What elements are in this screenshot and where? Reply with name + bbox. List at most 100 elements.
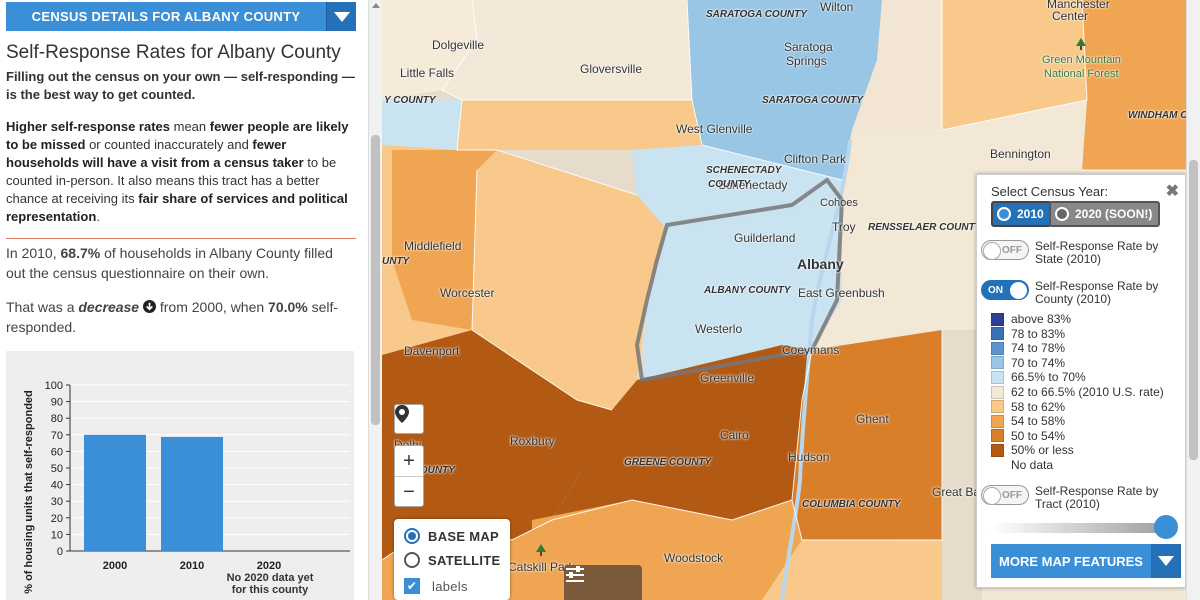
county-selector-button[interactable]: CENSUS DETAILS FOR ALBANY COUNTY [6,2,356,31]
labels-option[interactable]: ✔ labels [404,578,468,594]
county-selector-label: CENSUS DETAILS FOR ALBANY COUNTY [31,9,301,24]
x-tick-label: 2000 [103,560,127,572]
legend-bin: 66.5% to 70% [991,370,1086,384]
y-tick-label: 70 [51,430,63,442]
body-text-4: . [96,209,100,224]
place-label: Green Mountain [1042,54,1121,66]
place-label: Ghent [856,412,889,426]
place-label: Cohoes [820,197,858,209]
map-scrollbar[interactable] [1186,0,1200,600]
y-tick-label: 10 [51,529,63,541]
arrow-circle-down-icon [142,300,156,313]
filter-toggle-button[interactable] [564,565,642,600]
panel-scrollbar[interactable] [368,0,382,600]
stat2-value: 70.0% [268,299,308,315]
place-label: Davenport [404,344,460,358]
radio-unselected[interactable] [404,552,420,568]
y-tick-label: 40 [51,480,63,492]
more-map-features-button[interactable]: MORE MAP FEATURES [991,544,1181,578]
legend-swatch [991,429,1004,443]
county-label: COUNTY [708,179,751,190]
year-2010-label: 2010 [1017,207,1044,221]
place-label: East Greenbush [798,286,885,300]
state-layer-toggle[interactable]: OFF [981,240,1029,260]
basemap-option[interactable]: BASE MAP [404,528,499,544]
county-label: UNTY [382,256,410,267]
y-tick-label: 90 [51,397,63,409]
legend-swatch [991,356,1004,370]
sliders-icon [566,566,584,582]
panel-scroll-thumb[interactable] [371,135,380,425]
county-region [632,145,842,240]
legend-swatch [991,312,1004,326]
zoom-control: + − [394,445,424,507]
place-label: Cairo [720,428,749,442]
stat1-b: of households in Albany County filled ou… [6,245,333,281]
legend-swatch [991,327,1004,341]
legend-swatch [991,385,1004,399]
close-icon[interactable]: ✖ [1165,183,1179,200]
stat2-c: self-responded. [6,299,339,335]
county-region [642,180,842,380]
albany-county-outline [634,177,845,383]
zoom-in-button[interactable]: + [395,446,423,477]
chevron-down-icon[interactable] [326,2,356,31]
zoom-out-button[interactable]: − [403,480,415,503]
legend-swatch [991,400,1004,414]
locate-button[interactable] [394,404,424,434]
place-label: Middlefield [404,239,462,253]
county-region [457,100,702,150]
body-text-2: or counted inaccurately and [85,137,253,152]
county-layer-toggle[interactable]: ON [981,280,1029,300]
county-label: Y COUNTY [384,95,436,106]
place-label: Gloversville [580,62,643,76]
map-scroll-thumb[interactable] [1189,160,1198,460]
county-label: SARATOGA COUNTY [762,95,863,106]
stat1-value: 68.7% [60,245,101,261]
radio-unselected [1055,207,1069,221]
satellite-label: SATELLITE [428,552,501,568]
county-region [762,540,942,600]
place-label: Roxbury [510,434,555,448]
county-label: SARATOGA COUNTY [706,9,807,20]
bar-2010 [161,436,223,551]
tract-layer-label: Self-Response Rate by Tract (2010) [1035,484,1159,511]
opacity-slider[interactable] [991,523,1177,533]
stat1-a: In 2010, [6,245,61,261]
legend-bin-label: 66.5% to 70% [1011,370,1086,385]
more-map-features-label: MORE MAP FEATURES [999,553,1143,569]
place-label: Woodstock [664,551,724,565]
place-label: Albany [797,256,844,272]
park-tree-icon [536,544,546,556]
place-label: Coeymans [782,343,840,357]
opacity-slider-handle[interactable] [1154,515,1178,539]
legend-bin-label: 58 to 62% [1011,399,1066,414]
satellite-option[interactable]: SATELLITE [404,552,501,568]
y-tick-label: 30 [51,496,63,508]
place-label: Little Falls [400,66,455,80]
year-2020-label: 2020 (SOON!) [1075,207,1153,221]
checkbox-checked-icon[interactable]: ✔ [404,578,420,594]
body-strong-1: Higher self-response rates [6,119,171,134]
legend-bin-label: above 83% [1011,312,1072,326]
legend-bin-label: 78 to 83% [1011,326,1066,341]
body-text-1: mean [170,119,210,134]
place-label: Clifton Park [784,152,847,166]
legend-bin: 50% or less [991,443,1074,457]
year-2020-button[interactable]: 2020 (SOON!) [1049,201,1161,227]
place-label: Catskill Park [508,560,575,574]
tract-layer-toggle[interactable]: OFF [981,485,1029,505]
county-layer-label: Self-Response Rate by County (2010) [1035,279,1159,306]
body-text-3: to be counted in-person. It also means t… [6,155,337,206]
legend-bin-label: 74 to 78% [1011,341,1066,356]
place-label: Springs [786,54,827,68]
year-2010-button[interactable]: 2010 [991,201,1052,227]
legend-title: Select Census Year: [991,184,1109,199]
county-region [852,0,942,130]
legend-swatch [991,414,1004,428]
legend-swatch [991,443,1004,457]
chevron-down-icon[interactable] [1151,544,1181,578]
x-tick-label: 2020 [257,560,281,572]
radio-selected[interactable] [404,528,420,544]
place-label: Greenville [700,371,755,385]
